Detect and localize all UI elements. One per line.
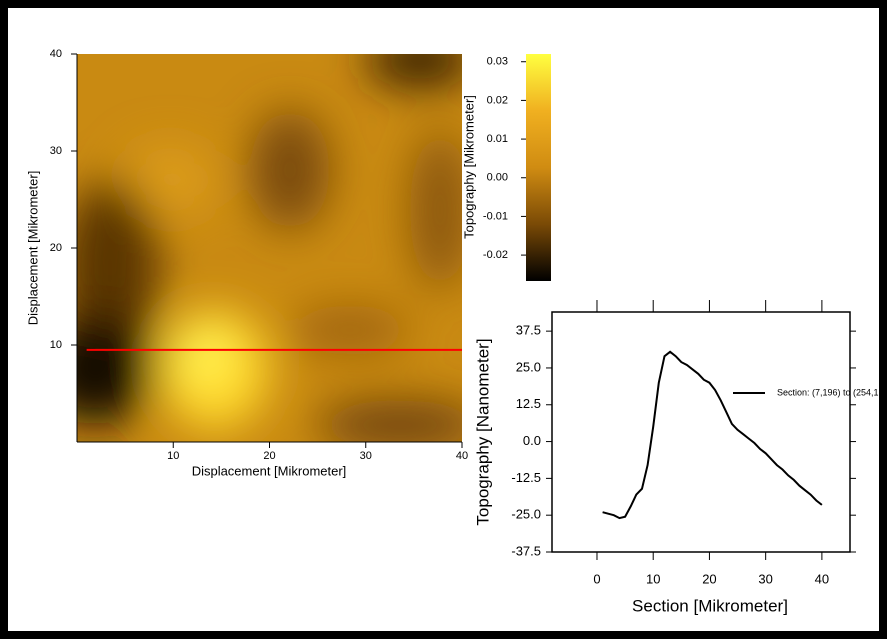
x-axis-title: Displacement [Mikrometer] <box>192 463 347 478</box>
colorbar-tick-label: 0.01 <box>487 133 508 145</box>
x-tick-label: 30 <box>360 450 372 462</box>
y-tick-label: 20 <box>50 242 62 254</box>
x-tick-label: 0 <box>593 571 600 586</box>
y-tick-label: 25.0 <box>516 359 541 374</box>
colorbar-tick-label: 0.03 <box>487 56 508 68</box>
y-tick-label: 30 <box>50 145 62 157</box>
x-tick-label: 20 <box>702 571 716 586</box>
y-tick-label: 0.0 <box>523 433 541 448</box>
topography-image <box>35 32 485 450</box>
page: Displacement [Mikrometer] Displacement [… <box>0 0 887 639</box>
x-tick-label: 10 <box>167 450 179 462</box>
y-tick-label: -12.5 <box>511 470 541 485</box>
y-tick-label: -25.0 <box>511 507 541 522</box>
y-axis-title: Topography [Nanometer] <box>473 338 492 525</box>
y-tick-label: 37.5 <box>516 323 541 338</box>
x-tick-label: 30 <box>758 571 772 586</box>
x-tick-label: 40 <box>815 571 829 586</box>
figure: Displacement [Mikrometer] Displacement [… <box>0 0 887 639</box>
x-tick-label: 40 <box>456 450 468 462</box>
colorbar-tick-label: -0.02 <box>483 249 508 261</box>
y-tick-label: 12.5 <box>516 396 541 411</box>
y-tick-label: 40 <box>50 48 62 60</box>
y-axis-title: Displacement [Mikrometer] <box>25 171 40 326</box>
colorbar-tick-label: 0.00 <box>487 172 508 184</box>
x-tick-label: 10 <box>646 571 660 586</box>
x-tick-label: 20 <box>263 450 275 462</box>
colorbar-tick-label: 0.02 <box>487 94 508 106</box>
x-axis-title: Section [Mikrometer] <box>632 596 788 615</box>
colorbar-title: Topography [Mikrometer] <box>461 95 476 239</box>
y-tick-label: 10 <box>50 339 62 351</box>
colorbar <box>526 54 551 281</box>
colorbar-tick-label: -0.01 <box>483 210 508 222</box>
y-tick-label: -37.5 <box>511 543 541 558</box>
legend-label: Section: (7,196) to (254,1 <box>777 387 879 397</box>
